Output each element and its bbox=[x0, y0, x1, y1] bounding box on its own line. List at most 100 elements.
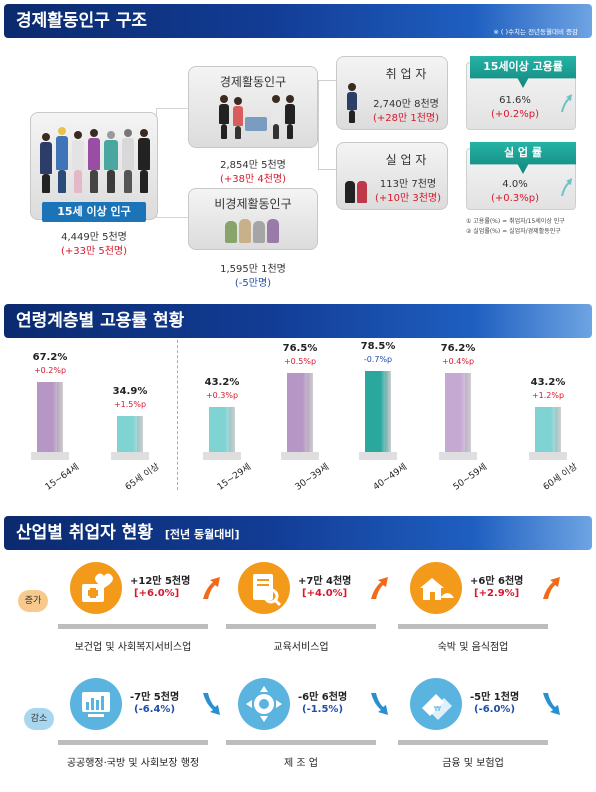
unemployed-box: 실 업 자 113만 7천명 (+10만 3천명) bbox=[336, 142, 448, 210]
connector-line bbox=[318, 80, 336, 170]
industry-change-rate: [+6.0%] bbox=[134, 588, 180, 599]
industry-panel: +12만 5천명 [+6.0%] 보건업 및 사회복지서비스업 +7만 4천명 [+4.… bbox=[0, 550, 596, 792]
employment-rate-value: 61.6% bbox=[499, 95, 531, 106]
arrow-up-icon bbox=[203, 577, 220, 599]
industry-divider bbox=[226, 624, 376, 629]
section-title: 연령계층별 고용률 현황 bbox=[16, 311, 185, 331]
industry-change-rate: (-6.0%) bbox=[474, 704, 516, 715]
active-delta: (+38만 4천명) bbox=[219, 174, 287, 185]
category-label: 40~49세 bbox=[371, 462, 410, 493]
bar-base bbox=[111, 452, 149, 460]
industry-change-rate: [+4.0%] bbox=[302, 588, 348, 599]
arrow-down-icon bbox=[371, 693, 388, 715]
industry-change-rate: [+2.9%] bbox=[474, 588, 520, 599]
industry-change-value: -6만 6천명 bbox=[298, 692, 348, 703]
lodging-icon bbox=[410, 562, 462, 614]
bar-value-label: 34.9% bbox=[112, 385, 148, 397]
employed-value: 2,740만 8천명 bbox=[373, 99, 439, 110]
unemployed-value: 113만 7천명 bbox=[379, 179, 437, 190]
healthcare-icon bbox=[70, 562, 122, 614]
industry-name: 숙박 및 음식점업 bbox=[437, 642, 509, 653]
person-figure bbox=[39, 133, 53, 193]
category-label: 15~64세 bbox=[43, 462, 82, 493]
unemployment-rate-value: 4.0% bbox=[502, 179, 528, 190]
bar-value-label: 43.2% bbox=[530, 377, 566, 389]
industry-name: 보건업 및 사회복지서비스업 bbox=[74, 642, 192, 653]
employed-label: 취 업 자 bbox=[385, 67, 427, 81]
industry-name: 제 조 업 bbox=[284, 758, 318, 769]
inactive-label: 비경제활동인구 bbox=[214, 197, 292, 211]
industry-name: 금융 및 보험업 bbox=[442, 758, 504, 769]
inactive-box: 비경제활동인구 bbox=[188, 188, 318, 250]
bar-value-label: 78.5% bbox=[360, 340, 396, 352]
person-figure bbox=[55, 127, 69, 193]
bar-value-label: 43.2% bbox=[204, 377, 240, 389]
bar-delta-label: +1.2%p bbox=[531, 391, 565, 401]
arrow-up-icon bbox=[543, 577, 560, 599]
person-figure bbox=[347, 83, 357, 123]
person-figure bbox=[103, 131, 119, 193]
education-icon bbox=[238, 562, 290, 614]
industry-change-value: -7만 5천명 bbox=[130, 692, 180, 703]
section-title: 산업별 취업자 현황 bbox=[16, 523, 153, 543]
svg-text:₩: ₩ bbox=[434, 705, 441, 713]
desk-icon bbox=[245, 117, 267, 131]
industry-divider bbox=[58, 624, 208, 629]
person-figure bbox=[271, 95, 281, 139]
industry-change-value: +6만 6천명 bbox=[470, 576, 524, 587]
connector-line bbox=[156, 108, 190, 218]
pop15-value: 4,449만 5천명 bbox=[61, 232, 127, 243]
divider-dashed bbox=[177, 340, 178, 490]
bar-value-label: 76.2% bbox=[440, 343, 476, 355]
bar-value-label: 67.2% bbox=[32, 352, 68, 364]
industry-divider bbox=[226, 740, 376, 745]
footnote-1: ① 고용률(%) = 취업자/15세이상 인구 bbox=[466, 218, 565, 225]
bar-base bbox=[529, 452, 567, 460]
bar bbox=[287, 372, 313, 452]
pop15-label: 15세 이상 인구 bbox=[42, 202, 146, 222]
bar bbox=[37, 382, 63, 452]
section-title: 경제활동인구 구조 bbox=[16, 11, 148, 31]
arrow-down-icon bbox=[203, 693, 220, 715]
category-label: 65세 이상 bbox=[123, 461, 162, 493]
industry-name: 교육서비스업 bbox=[273, 642, 329, 653]
bar-base bbox=[359, 452, 397, 460]
bar bbox=[209, 407, 235, 452]
bar-delta-label: +0.5%p bbox=[283, 356, 317, 366]
industry-change-value: +7만 4천명 bbox=[298, 576, 352, 587]
employed-box: 취 업 자 2,740만 8천명 (+28만 1천명) bbox=[336, 56, 448, 130]
person-figure bbox=[219, 95, 229, 139]
bar-delta-label: -0.7%p bbox=[363, 354, 393, 364]
unemployed-people-icon bbox=[345, 177, 369, 203]
increase-tag: 증가 bbox=[18, 590, 48, 612]
unemployed-delta: (+10만 3천명) bbox=[374, 193, 442, 204]
category-label: 60세 이상 bbox=[541, 461, 580, 493]
bar-base bbox=[203, 452, 241, 460]
arrow-up-icon bbox=[561, 94, 572, 112]
bar-value-label: 76.5% bbox=[282, 342, 318, 354]
header-note: ※ ( )수치는 전년동월대비 증감 bbox=[493, 28, 578, 36]
section-header-industry: 산업별 취업자 현황 [전년 동월대비] bbox=[4, 516, 592, 550]
active-box: 경제활동인구 bbox=[188, 66, 318, 148]
bar-delta-label: +1.5%p bbox=[113, 399, 147, 409]
finance-icon: ₩ bbox=[410, 678, 462, 730]
employment-rate-delta: (+0.2%p) bbox=[491, 109, 539, 120]
arrow-up-icon bbox=[371, 577, 388, 599]
section-header-structure: 경제활동인구 구조 ※ ( )수치는 전년동월대비 증감 bbox=[4, 4, 592, 38]
category-label: 50~59세 bbox=[451, 462, 490, 493]
bar-base bbox=[439, 452, 477, 460]
industry-divider bbox=[398, 624, 548, 629]
industry-name: 공공행정·국방 및 사회보장 행정 bbox=[66, 758, 200, 769]
bar-base bbox=[31, 452, 69, 460]
industry-divider bbox=[398, 740, 548, 745]
inactive-value: 1,595만 1천명 bbox=[220, 264, 286, 275]
decrease-tag: 감소 bbox=[24, 708, 54, 730]
industry-change-value: +12만 5천명 bbox=[130, 576, 191, 587]
industry-change-value: -5만 1천명 bbox=[470, 692, 520, 703]
bar-delta-label: +0.4%p bbox=[441, 357, 475, 367]
elderly-group-icon bbox=[225, 217, 283, 245]
bar bbox=[445, 373, 471, 452]
bar bbox=[535, 407, 561, 452]
unemployed-label: 실 업 자 bbox=[385, 153, 427, 167]
person-figure bbox=[233, 97, 243, 139]
